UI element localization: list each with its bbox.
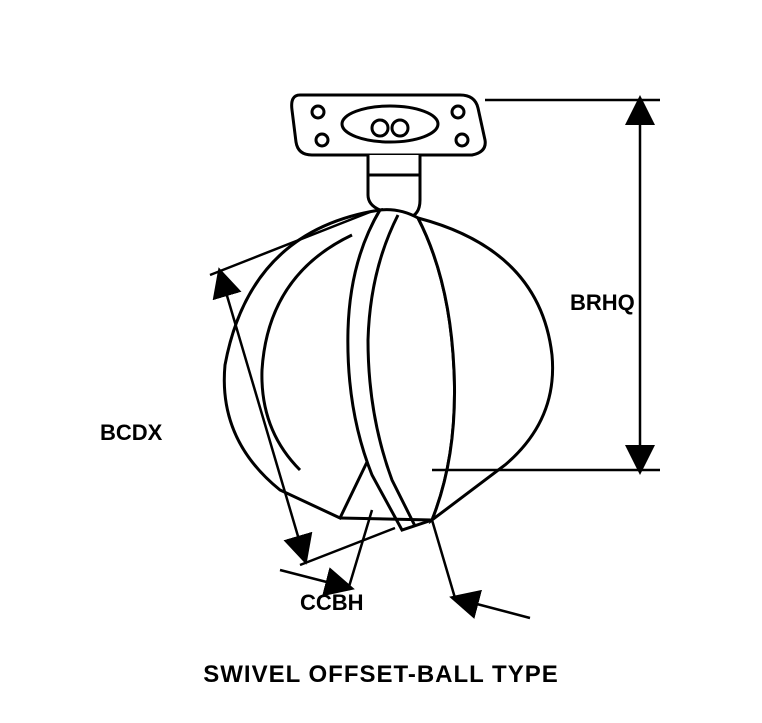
diagram-canvas: BCDX BRHQ CCBH SWIVEL OFFSET-BALL TYPE: [0, 0, 762, 723]
diagram-caption: SWIVEL OFFSET-BALL TYPE: [0, 661, 762, 689]
label-brhq: BRHQ: [570, 290, 635, 316]
label-ccbh: CCBH: [300, 590, 364, 616]
wheel-bottom: [340, 518, 432, 520]
mount-plate: [292, 95, 486, 155]
diagram-svg: [0, 0, 762, 723]
label-bcdx: BCDX: [100, 420, 162, 446]
neck: [368, 155, 420, 218]
